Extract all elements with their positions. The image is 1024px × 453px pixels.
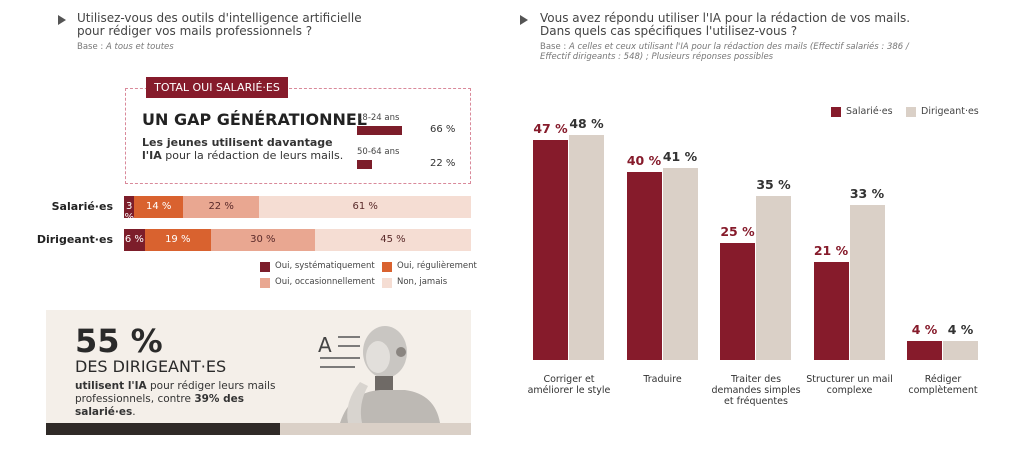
right-question: Vous avez répondu utiliser l'IA pour la … (540, 12, 920, 38)
legend-label: Oui, occasionnellement (275, 277, 375, 287)
left-base: Base : A tous et toutes (77, 42, 174, 52)
data-label: 4 % (911, 322, 938, 338)
data-label: 35 % (756, 176, 791, 192)
svg-text:A: A (318, 333, 332, 357)
legend-label: Dirigeant·es (921, 106, 979, 117)
legend-label: Salarié·es (846, 106, 893, 117)
title-line: Dans quels cas spécifiques l'utilisez-vo… (540, 24, 798, 38)
category-label: Traiter des demandes simples et fréquent… (711, 374, 801, 407)
left-question: Utilisez-vous des outils d'intelligence … (77, 11, 362, 38)
category-label: 50-64 ans (357, 147, 400, 157)
text-part: utilisent l'IA (75, 380, 147, 392)
category-label: Traduire (643, 374, 682, 385)
bar (357, 160, 372, 169)
data-label: 30 % (250, 234, 276, 245)
title-line: Vous avez répondu utiliser l'IA pour la … (540, 11, 911, 25)
data-label: 3 % (124, 201, 134, 223)
footer-bar (46, 423, 280, 435)
data-label: 19 % (165, 234, 191, 245)
bar (813, 261, 849, 360)
bar (849, 205, 885, 360)
data-label: 21 % (813, 242, 849, 258)
legend-label: Oui, régulièrement (397, 261, 477, 271)
legend-swatch (906, 107, 916, 117)
footer-bar (280, 423, 471, 435)
bar (357, 126, 402, 135)
legend-swatch (260, 262, 270, 272)
category-label: Corriger et améliorer le style (527, 374, 611, 396)
callout-banner: TOTAL OUI SALARIÉ·ES (146, 77, 288, 98)
bar-segment (314, 229, 471, 251)
category-label: 18-24 ans (357, 113, 400, 123)
bar-segment (144, 229, 211, 251)
bar-segment (182, 196, 260, 218)
row-label: Salarié·es (51, 200, 113, 213)
data-label: 22 % (430, 158, 456, 169)
legend-label: Non, jamais (397, 277, 448, 287)
bar (756, 195, 791, 360)
data-label: 40 % (626, 153, 662, 169)
bar (907, 341, 942, 360)
arrow (520, 15, 528, 25)
bar (720, 242, 755, 360)
text-part: pour la rédaction de leurs mails. (161, 149, 344, 162)
text-part: . (132, 406, 136, 418)
bar (662, 167, 698, 360)
legend-swatch (382, 262, 392, 272)
bar (569, 134, 604, 360)
highlight-text: utilisent l'IA pour rédiger leurs mails … (75, 380, 295, 419)
data-label: 4 % (947, 322, 974, 338)
bar (626, 172, 662, 360)
bar-segment (210, 229, 315, 251)
data-label: 22 % (208, 201, 234, 212)
base-text: A tous et toutes (105, 42, 174, 52)
data-label: 41 % (662, 148, 698, 164)
data-label: 45 % (380, 234, 406, 245)
legend-swatch (382, 278, 392, 288)
bar-segment (134, 196, 183, 218)
data-label: 25 % (720, 223, 755, 239)
base-label: Base : (77, 42, 104, 52)
text-part: Les jeunes utilisent davantage l'IA (142, 136, 333, 162)
bar-segment (124, 229, 145, 251)
category-label: Structurer un mail complexe (806, 374, 893, 396)
robot-illustration: A (318, 326, 440, 423)
base-text: A celles et ceux utilisant l'IA pour la … (540, 42, 909, 62)
bar-segment (259, 196, 471, 218)
data-label: 48 % (569, 115, 604, 131)
legend-swatch (260, 278, 270, 288)
legend-label: Oui, systématiquement (275, 261, 375, 271)
data-label: 6 % (124, 234, 144, 245)
callout-description: Les jeunes utilisent davantage l'IA pour… (142, 136, 347, 162)
callout-box (125, 88, 471, 184)
data-label: 14 % (145, 201, 172, 212)
data-label: 61 % (352, 201, 378, 212)
data-label: 33 % (849, 186, 885, 202)
data-label: 47 % (533, 120, 568, 136)
category-label: Rédiger complètement (908, 374, 978, 396)
legend-swatch (831, 107, 841, 117)
bar (943, 341, 978, 360)
highlight-headline: DES DIRIGEANT·ES (75, 357, 227, 376)
callout-title: UN GAP GÉNÉRATIONNEL (142, 110, 367, 129)
bar-segment (124, 196, 135, 218)
text-part: 39% des salarié·es (75, 393, 244, 418)
arrow (58, 15, 66, 25)
base-label: Base : (540, 42, 567, 52)
text-part: pour rédiger leurs mails professionnels,… (75, 380, 276, 405)
data-label: 66 % (430, 124, 456, 135)
right-base: Base : A celles et ceux utilisant l'IA p… (540, 42, 930, 62)
row-label: Dirigeant·es (36, 233, 113, 246)
bar (533, 139, 568, 360)
highlight-figure: 55 % (75, 322, 163, 360)
